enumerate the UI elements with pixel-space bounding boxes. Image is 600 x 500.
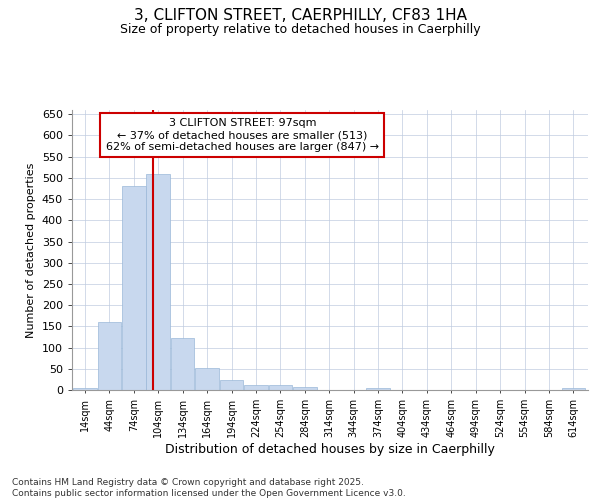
Text: 3 CLIFTON STREET: 97sqm
← 37% of detached houses are smaller (513)
62% of semi-d: 3 CLIFTON STREET: 97sqm ← 37% of detache… bbox=[106, 118, 379, 152]
Bar bbox=[269, 385, 292, 390]
Bar bbox=[293, 386, 317, 390]
Bar bbox=[196, 368, 219, 390]
Bar bbox=[562, 388, 585, 390]
Text: Contains HM Land Registry data © Crown copyright and database right 2025.
Contai: Contains HM Land Registry data © Crown c… bbox=[12, 478, 406, 498]
Text: Size of property relative to detached houses in Caerphilly: Size of property relative to detached ho… bbox=[119, 22, 481, 36]
Bar bbox=[171, 338, 194, 390]
Bar bbox=[122, 186, 146, 390]
Y-axis label: Number of detached properties: Number of detached properties bbox=[26, 162, 36, 338]
Text: 3, CLIFTON STREET, CAERPHILLY, CF83 1HA: 3, CLIFTON STREET, CAERPHILLY, CF83 1HA bbox=[133, 8, 467, 22]
Bar bbox=[244, 385, 268, 390]
Bar bbox=[73, 388, 97, 390]
Bar bbox=[146, 174, 170, 390]
Text: Distribution of detached houses by size in Caerphilly: Distribution of detached houses by size … bbox=[165, 442, 495, 456]
Bar bbox=[366, 388, 390, 390]
Bar bbox=[220, 380, 244, 390]
Bar bbox=[98, 322, 121, 390]
